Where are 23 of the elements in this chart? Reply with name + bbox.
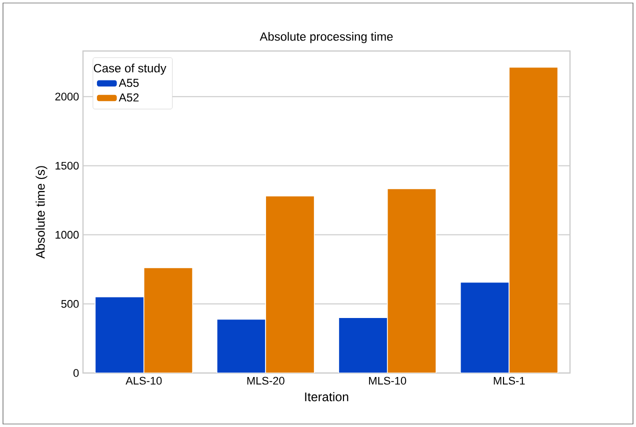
y-tick-label: 2000 <box>55 92 79 100</box>
bar <box>95 296 144 373</box>
legend-label: A52 <box>118 93 139 102</box>
chart-title: Absolute processing time <box>260 32 393 44</box>
x-axis-title: Iteration <box>305 392 348 402</box>
bar <box>144 268 193 373</box>
y-tick-label: 500 <box>61 300 79 308</box>
y-tick-label: 0 <box>73 369 79 377</box>
bar <box>338 318 388 373</box>
y-axis-title: Absolute time (s) <box>36 166 48 259</box>
y-tick-label: 1000 <box>56 230 79 239</box>
x-tick-label: MLS-20 <box>247 376 284 385</box>
x-tick-label: MLS-1 <box>494 376 525 385</box>
bar <box>460 282 510 373</box>
x-tick-label: MLS-10 <box>369 376 406 385</box>
bar <box>387 188 436 373</box>
legend-label: A55 <box>118 78 139 87</box>
bar <box>508 66 558 373</box>
bar <box>266 196 314 373</box>
bar <box>216 319 266 373</box>
x-tick-label: ALS-10 <box>126 376 162 385</box>
y-tick-label: 1500 <box>56 162 79 170</box>
legend-title: Case of study <box>94 64 166 75</box>
